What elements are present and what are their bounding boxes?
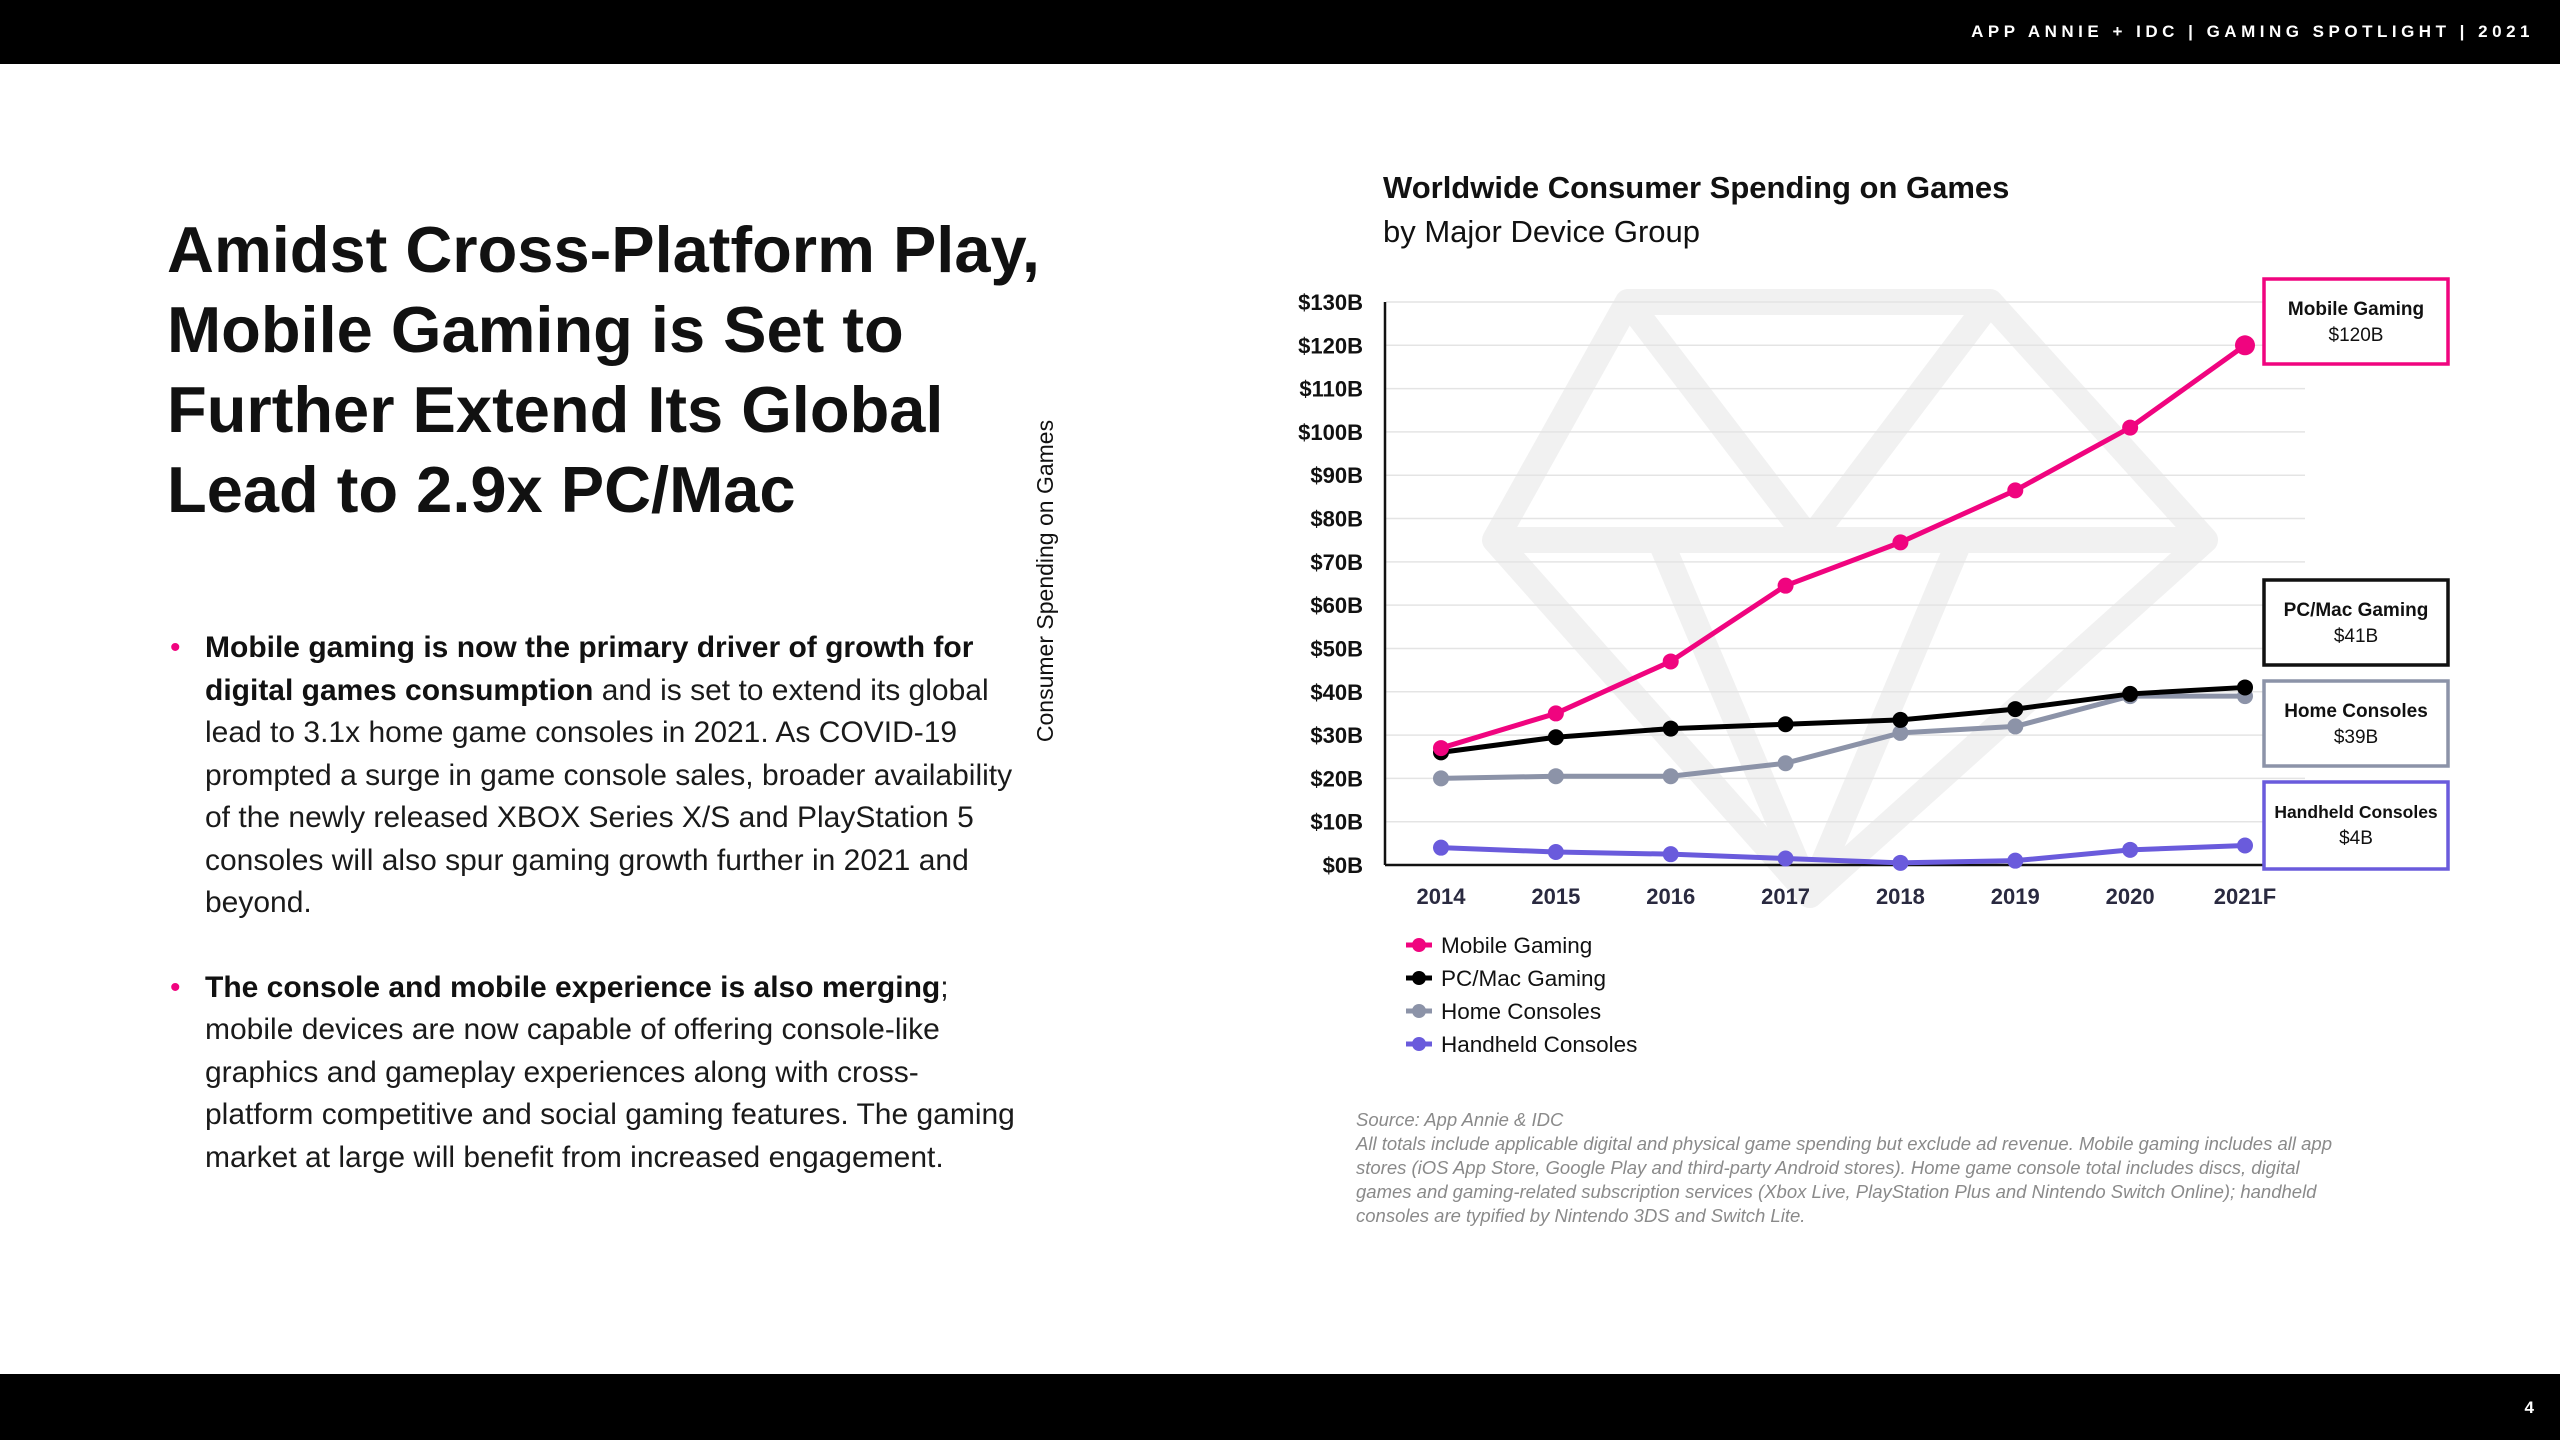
chart-subtitle: by Major Device Group xyxy=(1383,214,1701,249)
y-tick-label: $50B xyxy=(1310,636,1363,661)
x-tick-label: 2021F xyxy=(2214,884,2276,909)
bottom-bar: 4 xyxy=(0,1374,2560,1440)
data-point xyxy=(1433,839,1449,856)
callout-title: Mobile Gaming xyxy=(2288,299,2424,320)
callout-value: $39B xyxy=(2334,727,2378,748)
data-point xyxy=(1662,846,1679,863)
bullet-dot-icon: • xyxy=(170,631,181,664)
data-point xyxy=(1892,854,1909,871)
data-point xyxy=(2007,852,2024,869)
data-point xyxy=(2122,419,2139,436)
bullet-list: • Mobile gaming is now the primary drive… xyxy=(167,627,1027,1221)
legend-label: Home Consoles xyxy=(1441,999,1601,1024)
data-point xyxy=(1662,653,1679,670)
y-tick-label: $100B xyxy=(1298,420,1363,445)
y-tick-label: $110B xyxy=(1299,377,1363,402)
callout-title: Handheld Consoles xyxy=(2274,802,2438,822)
watermark-shape xyxy=(1648,534,1972,908)
y-tick-label: $30B xyxy=(1310,723,1363,748)
data-point xyxy=(2007,718,2024,735)
legend-marker xyxy=(1412,938,1426,952)
y-tick-label: $130B xyxy=(1298,290,1363,315)
series-callout-box xyxy=(2262,578,2450,667)
header-text: APP ANNIE + IDC | GAMING SPOTLIGHT | 202… xyxy=(1971,22,2534,41)
watermark-shape xyxy=(1617,294,2001,553)
data-point xyxy=(1777,716,1794,733)
data-point xyxy=(2237,679,2253,696)
page-title: Amidst Cross-Platform Play, Mobile Gamin… xyxy=(167,213,1040,526)
bullet-text: ; mobile devices are now capable of offe… xyxy=(205,970,1015,1174)
x-tick-label: 2017 xyxy=(1761,884,1810,909)
legend-label: Mobile Gaming xyxy=(1441,933,1592,958)
legend-marker xyxy=(1412,1004,1426,1018)
data-point xyxy=(1547,729,1564,746)
source-footnote: All totals include applicable digital an… xyxy=(1356,1133,2332,1226)
page-number: 4 xyxy=(2524,1398,2534,1417)
data-point xyxy=(1892,534,1909,551)
bullet-bold-text: The console and mobile experience is als… xyxy=(205,970,941,1004)
y-tick-label: $40B xyxy=(1310,680,1363,705)
legend-label: Handheld Consoles xyxy=(1441,1032,1637,1057)
x-tick-label: 2014 xyxy=(1417,884,1467,909)
bullet-item: • Mobile gaming is now the primary drive… xyxy=(167,627,1027,925)
data-point xyxy=(2122,685,2139,702)
y-tick-label: $60B xyxy=(1310,593,1363,618)
data-point xyxy=(1777,577,1794,594)
y-tick-label: $70B xyxy=(1310,550,1363,575)
data-point xyxy=(1547,705,1564,722)
data-point xyxy=(1433,770,1449,787)
x-tick-label: 2016 xyxy=(1646,884,1695,909)
y-tick-label: $90B xyxy=(1310,463,1363,488)
data-point xyxy=(2007,482,2024,499)
data-point xyxy=(1777,850,1794,867)
callout-value: $41B xyxy=(2334,626,2378,647)
source-note: Source: App Annie & IDC All totals inclu… xyxy=(1356,1108,2356,1228)
y-tick-label: $10B xyxy=(1310,810,1363,835)
series-callout-box xyxy=(2262,780,2450,871)
x-tick-label: 2020 xyxy=(2106,884,2155,909)
data-point xyxy=(1892,724,1909,741)
data-point xyxy=(2122,841,2139,858)
series-callout-box xyxy=(2262,679,2450,768)
series-callout-box xyxy=(2262,277,2450,366)
callout-title: Home Consoles xyxy=(2284,701,2428,722)
data-point xyxy=(1547,844,1564,861)
chart-title: Worldwide Consumer Spending on Games xyxy=(1383,170,2010,205)
data-point xyxy=(1662,768,1679,785)
data-point xyxy=(1777,755,1794,772)
y-tick-label: $120B xyxy=(1298,333,1363,358)
data-point xyxy=(2007,701,2024,718)
bullet-dot-icon: • xyxy=(170,970,181,1004)
data-point xyxy=(2237,837,2253,854)
bullet-item: • The console and mobile experience is a… xyxy=(167,967,1027,1180)
bullet-text: and is set to extend its global lead to … xyxy=(205,673,1013,920)
callout-value: $4B xyxy=(2339,828,2373,849)
data-point xyxy=(1547,768,1564,785)
callout-title: PC/Mac Gaming xyxy=(2284,600,2429,621)
series-line xyxy=(1440,843,2246,866)
source-line: Source: App Annie & IDC xyxy=(1356,1109,1564,1130)
y-tick-label: $0B xyxy=(1323,853,1363,878)
x-tick-label: 2015 xyxy=(1531,884,1580,909)
series-line xyxy=(1440,684,2246,755)
series-line xyxy=(1440,343,2247,751)
bullet-bold-text: Mobile gaming is now the primary driver … xyxy=(205,631,974,707)
y-tick-label: $20B xyxy=(1310,766,1363,791)
data-point xyxy=(2235,335,2255,356)
data-point xyxy=(1433,740,1449,757)
legend-marker xyxy=(1412,1037,1426,1051)
y-tick-label: $80B xyxy=(1310,507,1363,532)
legend-marker xyxy=(1412,971,1426,985)
data-point xyxy=(1892,711,1909,728)
top-bar: APP ANNIE + IDC | GAMING SPOTLIGHT | 202… xyxy=(0,0,2560,64)
x-tick-label: 2019 xyxy=(1991,884,2040,909)
x-tick-label: 2018 xyxy=(1876,884,1925,909)
legend-label: PC/Mac Gaming xyxy=(1441,966,1606,991)
data-point xyxy=(1662,720,1679,737)
callout-value: $120B xyxy=(2329,325,2384,346)
watermark-logo xyxy=(1482,289,2218,908)
series-line xyxy=(1440,693,2245,781)
